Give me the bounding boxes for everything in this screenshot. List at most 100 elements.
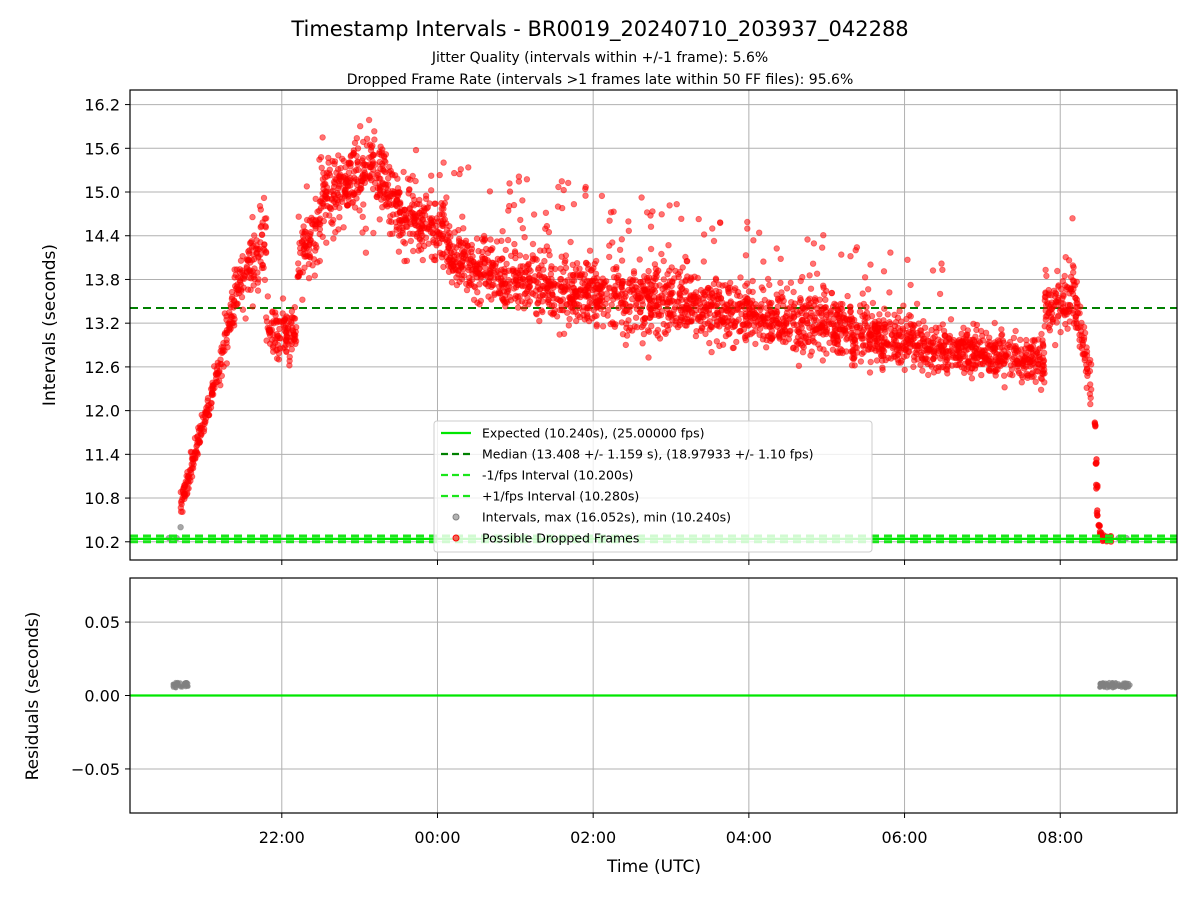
interval-point [843,348,850,355]
interval-point [904,256,911,263]
interval-point [459,247,466,254]
interval-point [930,334,937,342]
interval-point [565,179,572,187]
interval-point [777,279,784,286]
interval-point [719,341,727,348]
interval-point [580,312,587,319]
interval-point [774,303,781,310]
interval-point [480,238,487,245]
interval-point [336,204,343,212]
interval-point [749,304,756,311]
interval-point [797,295,804,302]
interval-point [677,291,684,299]
interval-point [629,327,636,334]
interval-point [262,222,269,230]
interval-point [396,209,404,216]
interval-point [200,428,208,435]
interval-point [934,350,941,357]
interval-point [451,169,458,177]
interval-point [743,299,750,307]
interval-point [583,283,591,290]
interval-point [412,146,420,154]
interval-point [866,369,874,376]
interval-point [602,300,609,307]
interval-point [610,208,617,215]
interval-point [231,274,238,281]
interval-point [606,217,613,224]
interval-point [428,172,435,179]
interval-point [375,175,383,182]
interval-point [1086,356,1094,364]
interval-point [409,192,416,200]
interval-point [760,258,767,265]
interval-point [828,289,835,297]
interval-point [943,338,950,346]
interval-point [1064,325,1071,332]
interval-point [502,246,509,254]
interval-point [837,300,844,308]
interval-point [655,295,662,302]
interval-point [622,341,629,349]
interval-point [652,329,660,336]
interval-point [365,116,373,124]
interval-point [344,202,351,209]
interval-point [913,300,921,307]
interval-point [738,310,745,318]
interval-point [804,236,811,243]
interval-point [812,326,819,333]
interval-point [869,320,876,328]
interval-point [638,194,645,201]
interval-point [792,346,800,353]
interval-point [494,255,501,263]
interval-point [251,265,258,272]
interval-point [681,309,689,317]
interval-point [811,339,818,346]
interval-point [1095,521,1103,529]
interval-point [356,207,363,214]
interval-point [316,257,323,265]
interval-point [907,281,914,289]
intervals-y-tick-label: 14.4 [84,227,120,246]
interval-point [382,168,389,176]
interval-point [706,339,713,347]
interval-point [639,301,646,308]
interval-point [335,152,342,159]
interval-point [647,281,654,288]
interval-point [1047,301,1054,308]
legend-label: -1/fps Interval (10.200s) [482,468,633,483]
interval-point [406,186,413,193]
interval-point [970,354,978,362]
residual-point [1117,684,1122,689]
interval-point [1040,366,1048,373]
residuals-y-axis-label: Residuals (seconds) [23,612,43,781]
interval-point [841,314,848,322]
interval-point [412,177,419,185]
interval-point [545,228,553,236]
interval-point [674,323,682,331]
interval-point [180,490,187,498]
interval-point [503,260,510,267]
interval-point [255,276,262,283]
interval-point [920,318,927,325]
interval-point [766,281,773,289]
interval-point [1027,343,1034,350]
interval-point [525,301,532,308]
interval-point [303,216,311,224]
interval-point [415,247,422,254]
interval-point [463,286,471,294]
interval-point [456,170,463,178]
legend-marker [452,513,460,521]
interval-point [263,314,270,321]
interval-point [605,306,612,314]
interval-point [919,367,926,374]
interval-point [543,243,551,250]
interval-point [558,306,565,314]
interval-point [188,473,196,480]
interval-point [251,272,258,279]
interval-point [744,218,751,226]
interval-point [708,348,715,356]
interval-point [968,375,976,382]
interval-point [1006,344,1013,351]
interval-point [368,163,375,171]
